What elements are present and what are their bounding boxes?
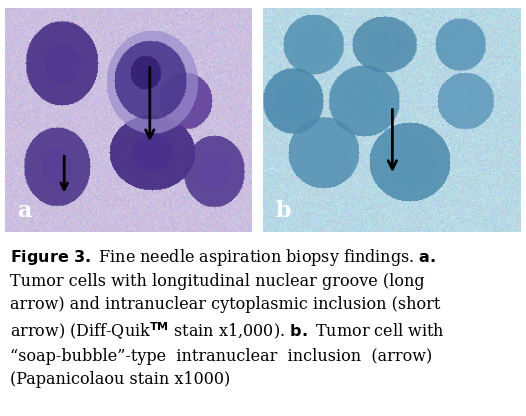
Text: a: a (17, 200, 31, 222)
Text: $\mathbf{Figure\ 3.}$ Fine needle aspiration biopsy findings. $\mathbf{a.}$
Tumo: $\mathbf{Figure\ 3.}$ Fine needle aspira… (11, 247, 445, 388)
Text: b: b (275, 200, 291, 222)
